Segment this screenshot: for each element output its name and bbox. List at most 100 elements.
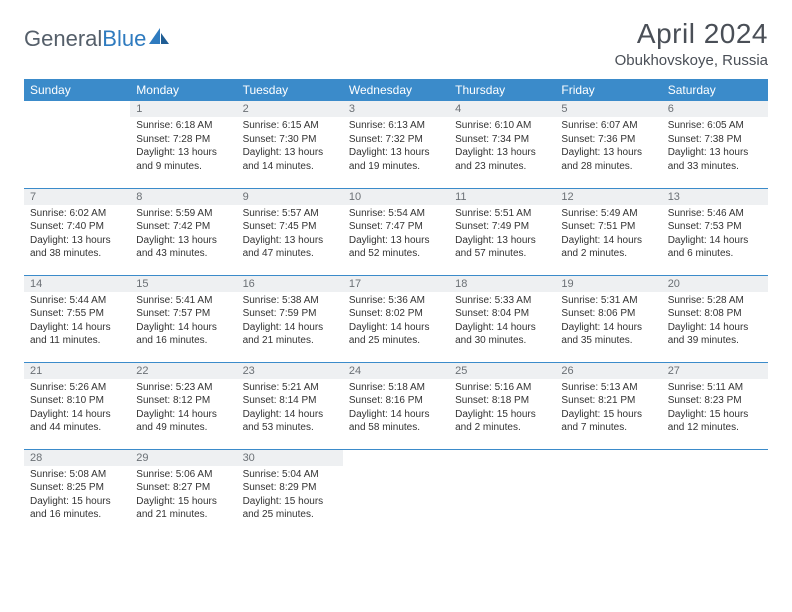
day-number: 1: [130, 101, 236, 117]
sunset-text: Sunset: 7:59 PM: [243, 307, 337, 321]
calendar-empty-cell: .: [24, 101, 130, 188]
daylight-text: Daylight: 14 hours and 25 minutes.: [349, 321, 443, 348]
day-number: 22: [130, 363, 236, 379]
sunrise-text: Sunrise: 5:41 AM: [136, 294, 230, 308]
calendar-day-cell: 28 Sunrise: 5:08 AMSunset: 8:25 PMDayligh…: [24, 449, 130, 536]
sunset-text: Sunset: 7:40 PM: [30, 220, 124, 234]
daylight-text: Daylight: 14 hours and 49 minutes.: [136, 408, 230, 435]
daylight-text: Daylight: 13 hours and 23 minutes.: [455, 146, 549, 173]
sunrise-text: Sunrise: 5:13 AM: [561, 381, 655, 395]
calendar-day-cell: 17 Sunrise: 5:36 AMSunset: 8:02 PMDayligh…: [343, 275, 449, 362]
day-details: Sunrise: 5:06 AMSunset: 8:27 PMDaylight:…: [136, 468, 230, 522]
sunrise-text: Sunrise: 6:15 AM: [243, 119, 337, 133]
calendar-page: GeneralBlue April 2024 Obukhovskoye, Rus…: [0, 0, 792, 536]
daylight-text: Daylight: 14 hours and 39 minutes.: [668, 321, 762, 348]
calendar-day-cell: 11Sunrise: 5:51 AMSunset: 7:49 PMDayligh…: [449, 188, 555, 275]
sunset-text: Sunset: 8:25 PM: [30, 481, 124, 495]
calendar-day-cell: 2Sunrise: 6:15 AMSunset: 7:30 PMDaylight…: [237, 101, 343, 188]
calendar-week-row: 21Sunrise: 5:26 AMSunset: 8:10 PMDayligh…: [24, 362, 768, 449]
sunset-text: Sunset: 8:16 PM: [349, 394, 443, 408]
weekday-header: Wednesday: [343, 79, 449, 101]
sunrise-text: Sunrise: 5:36 AM: [349, 294, 443, 308]
day-number: 28: [24, 450, 130, 466]
day-number: 17: [343, 276, 449, 292]
day-number: 13: [662, 189, 768, 205]
sunrise-text: Sunrise: 5:38 AM: [243, 294, 337, 308]
daylight-text: Daylight: 14 hours and 35 minutes.: [561, 321, 655, 348]
day-number: 25: [449, 363, 555, 379]
sunset-text: Sunset: 8:18 PM: [455, 394, 549, 408]
calendar-day-cell: 27Sunrise: 5:11 AMSunset: 8:23 PMDayligh…: [662, 362, 768, 449]
sunrise-text: Sunrise: 5:28 AM: [668, 294, 762, 308]
daylight-text: Daylight: 13 hours and 19 minutes.: [349, 146, 443, 173]
day-number: 5: [555, 101, 661, 117]
location-subtitle: Obukhovskoye, Russia: [615, 52, 768, 69]
day-number: 21: [24, 363, 130, 379]
calendar-day-cell: 30Sunrise: 5:04 AMSunset: 8:29 PMDayligh…: [237, 449, 343, 536]
weekday-header: Saturday: [662, 79, 768, 101]
day-details: Sunrise: 5:13 AMSunset: 8:21 PMDaylight:…: [561, 381, 655, 435]
day-details: Sunrise: 5:33 AMSunset: 8:04 PMDaylight:…: [455, 294, 549, 348]
day-number: 24: [343, 363, 449, 379]
day-number: 11: [449, 189, 555, 205]
day-details: Sunrise: 5:36 AMSunset: 8:02 PMDaylight:…: [349, 294, 443, 348]
calendar-day-cell: 3Sunrise: 6:13 AMSunset: 7:32 PMDaylight…: [343, 101, 449, 188]
day-number: 20: [662, 276, 768, 292]
sunset-text: Sunset: 8:12 PM: [136, 394, 230, 408]
day-details: Sunrise: 5:28 AMSunset: 8:08 PMDaylight:…: [668, 294, 762, 348]
calendar-day-cell: 26Sunrise: 5:13 AMSunset: 8:21 PMDayligh…: [555, 362, 661, 449]
day-number: 30: [237, 450, 343, 466]
day-details: Sunrise: 5:23 AMSunset: 8:12 PMDaylight:…: [136, 381, 230, 435]
sunset-text: Sunset: 7:49 PM: [455, 220, 549, 234]
sunrise-text: Sunrise: 6:18 AM: [136, 119, 230, 133]
daylight-text: Daylight: 15 hours and 7 minutes.: [561, 408, 655, 435]
day-number: 14: [24, 276, 130, 292]
page-title: April 2024: [615, 18, 768, 50]
sunset-text: Sunset: 8:08 PM: [668, 307, 762, 321]
day-details: Sunrise: 6:07 AMSunset: 7:36 PMDaylight:…: [561, 119, 655, 173]
sunrise-text: Sunrise: 5:08 AM: [30, 468, 124, 482]
day-number: 23: [237, 363, 343, 379]
sunset-text: Sunset: 8:02 PM: [349, 307, 443, 321]
daylight-text: Daylight: 14 hours and 44 minutes.: [30, 408, 124, 435]
daylight-text: Daylight: 13 hours and 14 minutes.: [243, 146, 337, 173]
day-details: Sunrise: 6:13 AMSunset: 7:32 PMDaylight:…: [349, 119, 443, 173]
calendar-day-cell: 5 Sunrise: 6:07 AMSunset: 7:36 PMDaylight…: [555, 101, 661, 188]
sunrise-text: Sunrise: 5:11 AM: [668, 381, 762, 395]
calendar-day-cell: 20 Sunrise: 5:28 AMSunset: 8:08 PMDayligh…: [662, 275, 768, 362]
daylight-text: Daylight: 15 hours and 2 minutes.: [455, 408, 549, 435]
day-number: 29: [130, 450, 236, 466]
sunset-text: Sunset: 8:23 PM: [668, 394, 762, 408]
day-details: Sunrise: 6:05 AMSunset: 7:38 PMDaylight:…: [668, 119, 762, 173]
calendar-empty-cell: .: [555, 449, 661, 536]
sunrise-text: Sunrise: 6:10 AM: [455, 119, 549, 133]
calendar-day-cell: 13Sunrise: 5:46 AMSunset: 7:53 PMDayligh…: [662, 188, 768, 275]
day-details: Sunrise: 5:57 AMSunset: 7:45 PMDaylight:…: [243, 207, 337, 261]
calendar-day-cell: 12Sunrise: 5:49 AMSunset: 7:51 PMDayligh…: [555, 188, 661, 275]
daylight-text: Daylight: 13 hours and 47 minutes.: [243, 234, 337, 261]
day-number: 16: [237, 276, 343, 292]
weekday-header: Thursday: [449, 79, 555, 101]
sunrise-text: Sunrise: 5:16 AM: [455, 381, 549, 395]
daylight-text: Daylight: 14 hours and 11 minutes.: [30, 321, 124, 348]
sunrise-text: Sunrise: 5:06 AM: [136, 468, 230, 482]
calendar-day-cell: 7Sunrise: 6:02 AMSunset: 7:40 PMDaylight…: [24, 188, 130, 275]
calendar-day-cell: 21Sunrise: 5:26 AMSunset: 8:10 PMDayligh…: [24, 362, 130, 449]
day-details: Sunrise: 6:02 AMSunset: 7:40 PMDaylight:…: [30, 207, 124, 261]
day-details: Sunrise: 5:59 AMSunset: 7:42 PMDaylight:…: [136, 207, 230, 261]
daylight-text: Daylight: 13 hours and 9 minutes.: [136, 146, 230, 173]
daylight-text: Daylight: 13 hours and 52 minutes.: [349, 234, 443, 261]
daylight-text: Daylight: 15 hours and 16 minutes.: [30, 495, 124, 522]
sunset-text: Sunset: 8:21 PM: [561, 394, 655, 408]
day-details: Sunrise: 5:21 AMSunset: 8:14 PMDaylight:…: [243, 381, 337, 435]
daylight-text: Daylight: 14 hours and 2 minutes.: [561, 234, 655, 261]
sunset-text: Sunset: 7:34 PM: [455, 133, 549, 147]
sunset-text: Sunset: 8:10 PM: [30, 394, 124, 408]
day-details: Sunrise: 5:16 AMSunset: 8:18 PMDaylight:…: [455, 381, 549, 435]
calendar-day-cell: 22 Sunrise: 5:23 AMSunset: 8:12 PMDayligh…: [130, 362, 236, 449]
logo-text-2: Blue: [102, 26, 146, 52]
sunrise-text: Sunrise: 5:57 AM: [243, 207, 337, 221]
weekday-header: Friday: [555, 79, 661, 101]
day-details: Sunrise: 5:41 AMSunset: 7:57 PMDaylight:…: [136, 294, 230, 348]
sunset-text: Sunset: 7:30 PM: [243, 133, 337, 147]
